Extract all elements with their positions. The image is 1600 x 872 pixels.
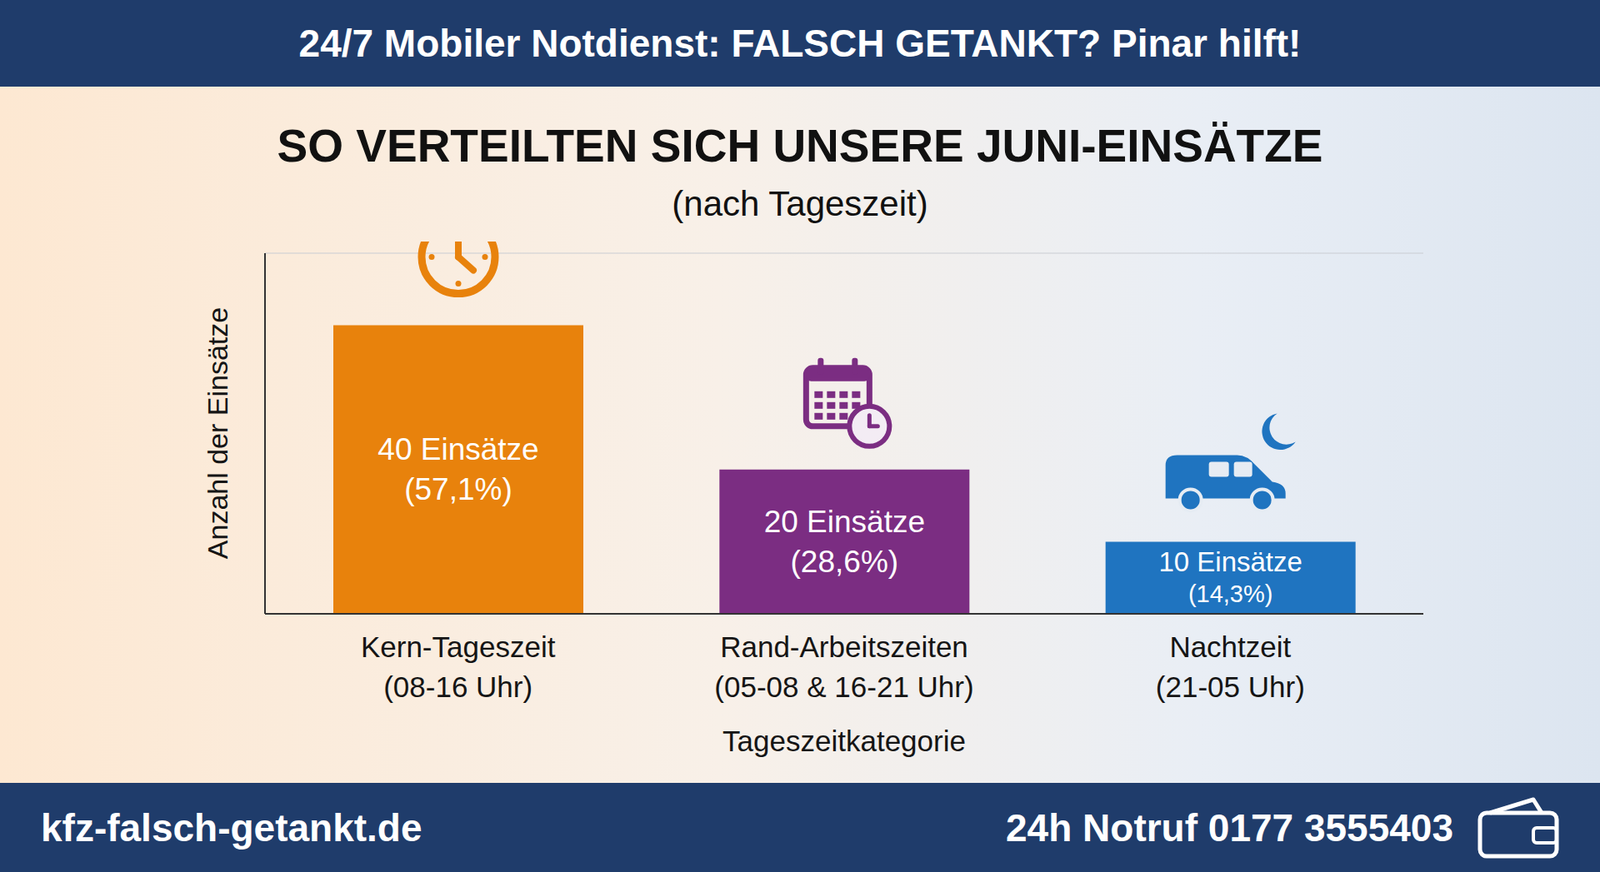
svg-text:10 Einsätze: 10 Einsätze (1158, 546, 1302, 578)
svg-text:Rand-Arbeitszeiten: Rand-Arbeitszeiten (720, 630, 969, 664)
svg-text:40 Einsätze: 40 Einsätze (377, 432, 539, 467)
svg-text:(21-05 Uhr): (21-05 Uhr) (1155, 670, 1305, 704)
svg-text:(14,3%): (14,3%) (1188, 580, 1274, 608)
html-text:kfz-falsch-getankt.de: kfz-falsch-getankt.de (40, 806, 423, 850)
html-text:24/7 Mobiler Notdienst: FALSCH: 24/7 Mobiler Notdienst: FALSCH GETANKT? … (298, 21, 1302, 65)
html-text:(nach Tageszeit): (nach Tageszeit) (671, 184, 929, 224)
svg-text:Nachtzeit: Nachtzeit (1169, 630, 1291, 664)
html-text:24h Notruf 0177 3555403: 24h Notruf 0177 3555403 (1005, 806, 1454, 850)
svg-text:Kern-Tageszeit: Kern-Tageszeit (360, 630, 556, 664)
html-text:Tageszeitkategorie: Tageszeitkategorie (722, 725, 966, 758)
svg-text:(28,6%): (28,6%) (790, 545, 900, 580)
svg-text:(08-16 Uhr): (08-16 Uhr) (383, 670, 533, 704)
svg-text:(05-08 & 16-21 Uhr): (05-08 & 16-21 Uhr) (714, 670, 974, 704)
html-text:Anzahl der Einsätze: Anzahl der Einsätze (201, 307, 233, 560)
html-text:SO VERTEILTEN SICH UNSERE JUNI: SO VERTEILTEN SICH UNSERE JUNI-EINSÄTZE (277, 120, 1323, 172)
svg-text:(57,1%): (57,1%) (404, 472, 513, 507)
svg-text:20 Einsätze: 20 Einsätze (764, 505, 925, 540)
